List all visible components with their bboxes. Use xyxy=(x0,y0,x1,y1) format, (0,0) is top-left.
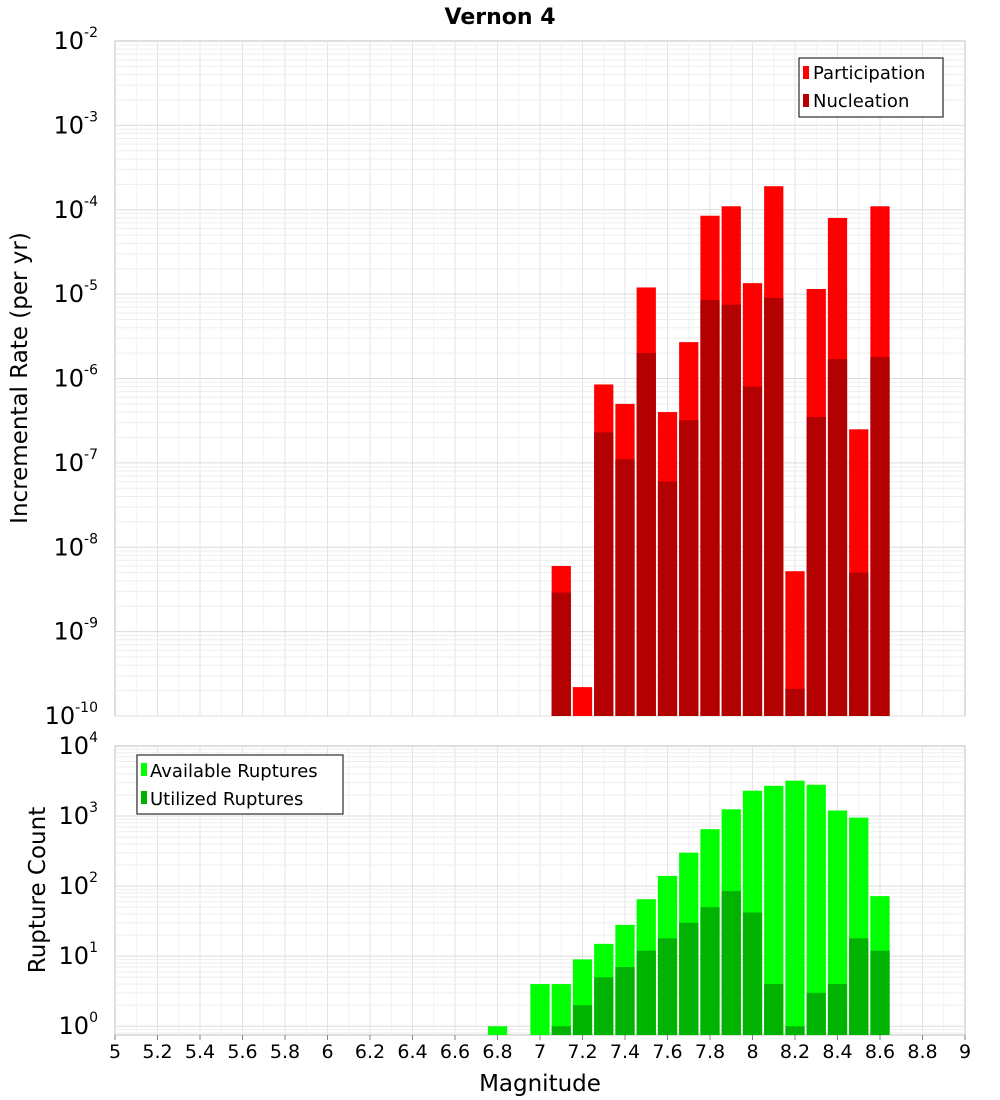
rate-y-tick-label: 10-4 xyxy=(53,194,98,224)
available-ruptures-bar xyxy=(530,984,550,1035)
utilized-ruptures-bar xyxy=(594,977,614,1035)
nucleation-legend-swatch xyxy=(803,94,809,107)
x-tick-label: 7.6 xyxy=(652,1041,682,1063)
x-axis-title: Magnitude xyxy=(479,1071,601,1097)
x-tick-label: 6.6 xyxy=(440,1041,470,1063)
nucleation-bar xyxy=(657,481,678,716)
rate-y-ticks: 10-10 10-9 10-8 10-7 10-6 10-5 10-4 10-3 10-2 xyxy=(45,25,99,730)
x-tick-label: 5.4 xyxy=(185,1041,215,1063)
rate-y-tick-label: 10-7 xyxy=(53,447,98,477)
nucleation-bar xyxy=(827,359,848,716)
count-y-tick-label: 100 xyxy=(59,1010,98,1040)
nucleation-bar xyxy=(806,416,826,716)
rate-y-tick-label: 10-5 xyxy=(53,278,98,308)
nucleation-bar xyxy=(870,356,890,716)
rate-legend: Participation Nucleation xyxy=(798,57,944,118)
x-tick-label: 5.8 xyxy=(270,1041,300,1063)
x-tick-label: 9 xyxy=(959,1041,971,1063)
count-y-tick-label: 102 xyxy=(59,870,98,900)
count-panel: 100 101 102 103 104 Rupture Count Available … xyxy=(25,730,966,1040)
x-tick-label: 8 xyxy=(746,1041,758,1063)
utilized-ruptures-bar xyxy=(870,950,890,1035)
available-legend-swatch xyxy=(141,763,147,776)
participation-bar xyxy=(785,571,805,716)
x-tick-label: 7.2 xyxy=(567,1041,597,1063)
count-legend: Available Ruptures Utilized Ruptures xyxy=(136,754,344,815)
utilized-ruptures-bar xyxy=(551,1026,571,1035)
utilized-ruptures-bar xyxy=(721,891,741,1035)
x-axis-ticks: 5 5.2 5.4 5.6 5.8 6 6.2 6.4 6.6 6.8 7 7.2 7.4 7.6 7.8 8… xyxy=(109,1035,971,1063)
utilized-legend-swatch xyxy=(141,791,147,804)
x-tick-label: 6.2 xyxy=(355,1041,385,1063)
participation-legend-label: Participation xyxy=(813,63,925,84)
rate-y-tick-label: 10-3 xyxy=(53,109,98,139)
x-tick-label: 6.8 xyxy=(482,1041,512,1063)
available-ruptures-bar xyxy=(785,780,805,1035)
participation-legend-swatch xyxy=(803,66,809,79)
nucleation-bar xyxy=(785,688,805,716)
participation-bar xyxy=(572,687,593,716)
rate-y-tick-label: 10-6 xyxy=(53,363,98,393)
x-tick-label: 8.6 xyxy=(865,1041,895,1063)
rate-bars xyxy=(551,186,890,717)
rate-y-tick-label: 10-2 xyxy=(53,25,98,55)
available-ruptures-bar xyxy=(487,1026,508,1035)
utilized-ruptures-bar xyxy=(657,938,678,1035)
count-y-ticks: 100 101 102 103 104 xyxy=(59,730,99,1040)
utilized-legend-label: Utilized Ruptures xyxy=(150,789,303,810)
utilized-ruptures-bar xyxy=(806,992,826,1035)
utilized-ruptures-bar xyxy=(764,984,784,1035)
available-ruptures-bar xyxy=(806,784,826,1035)
count-y-axis-title: Rupture Count xyxy=(25,807,51,973)
count-y-tick-label: 103 xyxy=(59,800,98,830)
count-legend-box xyxy=(136,754,344,815)
rate-y-tick-label: 10-8 xyxy=(53,531,98,561)
nucleation-bar xyxy=(764,297,784,716)
utilized-ruptures-bar xyxy=(700,907,720,1035)
nucleation-bar xyxy=(721,304,741,716)
x-tick-label: 8.4 xyxy=(822,1041,852,1063)
nucleation-legend-label: Nucleation xyxy=(813,91,909,112)
x-tick-label: 8.2 xyxy=(780,1041,810,1063)
x-tick-label: 7.8 xyxy=(695,1041,725,1063)
x-tick-label: 6 xyxy=(321,1041,333,1063)
nucleation-bar xyxy=(849,572,869,716)
utilized-ruptures-bar xyxy=(679,922,699,1035)
utilized-ruptures-bar xyxy=(572,1005,593,1035)
available-ruptures-bar xyxy=(551,984,571,1035)
utilized-ruptures-bar xyxy=(636,950,656,1035)
rate-y-axis-title: Incremental Rate (per yr) xyxy=(7,232,33,524)
rate-legend-box xyxy=(798,57,944,118)
x-tick-label: 6.4 xyxy=(397,1041,427,1063)
utilized-ruptures-bar xyxy=(785,1026,805,1035)
x-tick-label: 5.2 xyxy=(142,1041,172,1063)
count-bars xyxy=(487,780,890,1035)
nucleation-bar xyxy=(636,353,656,716)
available-legend-label: Available Ruptures xyxy=(150,761,318,782)
nucleation-bar xyxy=(594,432,614,716)
nucleation-bar xyxy=(551,592,571,716)
nucleation-bar xyxy=(742,386,763,716)
available-ruptures-bar xyxy=(764,785,784,1035)
x-tick-label: 7.4 xyxy=(610,1041,640,1063)
x-tick-label: 7 xyxy=(534,1041,546,1063)
utilized-ruptures-bar xyxy=(615,967,635,1035)
count-y-tick-label: 104 xyxy=(59,730,99,760)
utilized-ruptures-bar xyxy=(827,984,848,1035)
available-ruptures-bar xyxy=(827,810,848,1035)
utilized-ruptures-bar xyxy=(849,938,869,1035)
nucleation-bar xyxy=(700,300,720,716)
nucleation-bar xyxy=(615,459,635,716)
x-tick-label: 5 xyxy=(109,1041,121,1063)
rate-panel: 10-10 10-9 10-8 10-7 10-6 10-5 10-4 10-3 10-2 In… xyxy=(7,25,966,730)
rate-y-tick-label: 10-9 xyxy=(53,616,98,646)
x-tick-label: 8.8 xyxy=(907,1041,937,1063)
x-tick-label: 5.6 xyxy=(227,1041,257,1063)
rate-y-tick-label: 10-10 xyxy=(45,700,98,730)
nucleation-bar xyxy=(679,420,699,716)
chart-title: Vernon 4 xyxy=(445,5,556,30)
count-y-tick-label: 101 xyxy=(59,940,98,970)
utilized-ruptures-bar xyxy=(742,912,763,1035)
